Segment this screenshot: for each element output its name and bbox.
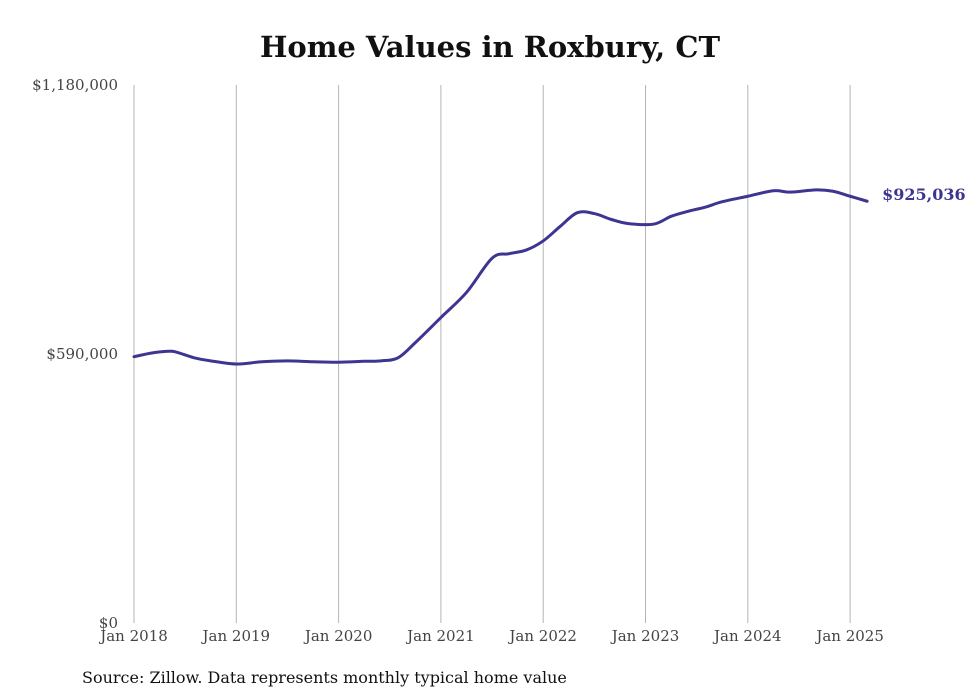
y-tick-label: $1,180,000 (32, 76, 118, 94)
source-note: Source: Zillow. Data represents monthly … (82, 668, 567, 687)
gridlines (133, 85, 851, 623)
x-tick-label: Jan 2020 (303, 627, 373, 645)
y-tick-label: $0 (99, 614, 118, 632)
x-tick-label: Jan 2024 (712, 627, 782, 645)
y-tick-label: $590,000 (46, 345, 118, 363)
x-tick-label: Jan 2018 (98, 627, 168, 645)
end-value-label: $925,036 (882, 185, 966, 204)
x-axis: Jan 2018 Jan 2019 Jan 2020 Jan 2021 Jan 2022… (98, 627, 884, 645)
x-tick-label: Jan 2019 (201, 627, 271, 645)
x-tick-label: Jan 2021 (405, 627, 475, 645)
x-tick-label: Jan 2022 (507, 627, 577, 645)
y-axis: $0 $590,000 $1,180,000 (32, 76, 118, 632)
x-tick-label: Jan 2025 (814, 627, 884, 645)
x-tick-label: Jan 2023 (610, 627, 680, 645)
series-layer (132, 188, 869, 366)
end-label-layer: $925,036 (882, 185, 966, 204)
home-value-line (132, 188, 869, 366)
chart-title: Home Values in Roxbury, CT (259, 30, 721, 64)
